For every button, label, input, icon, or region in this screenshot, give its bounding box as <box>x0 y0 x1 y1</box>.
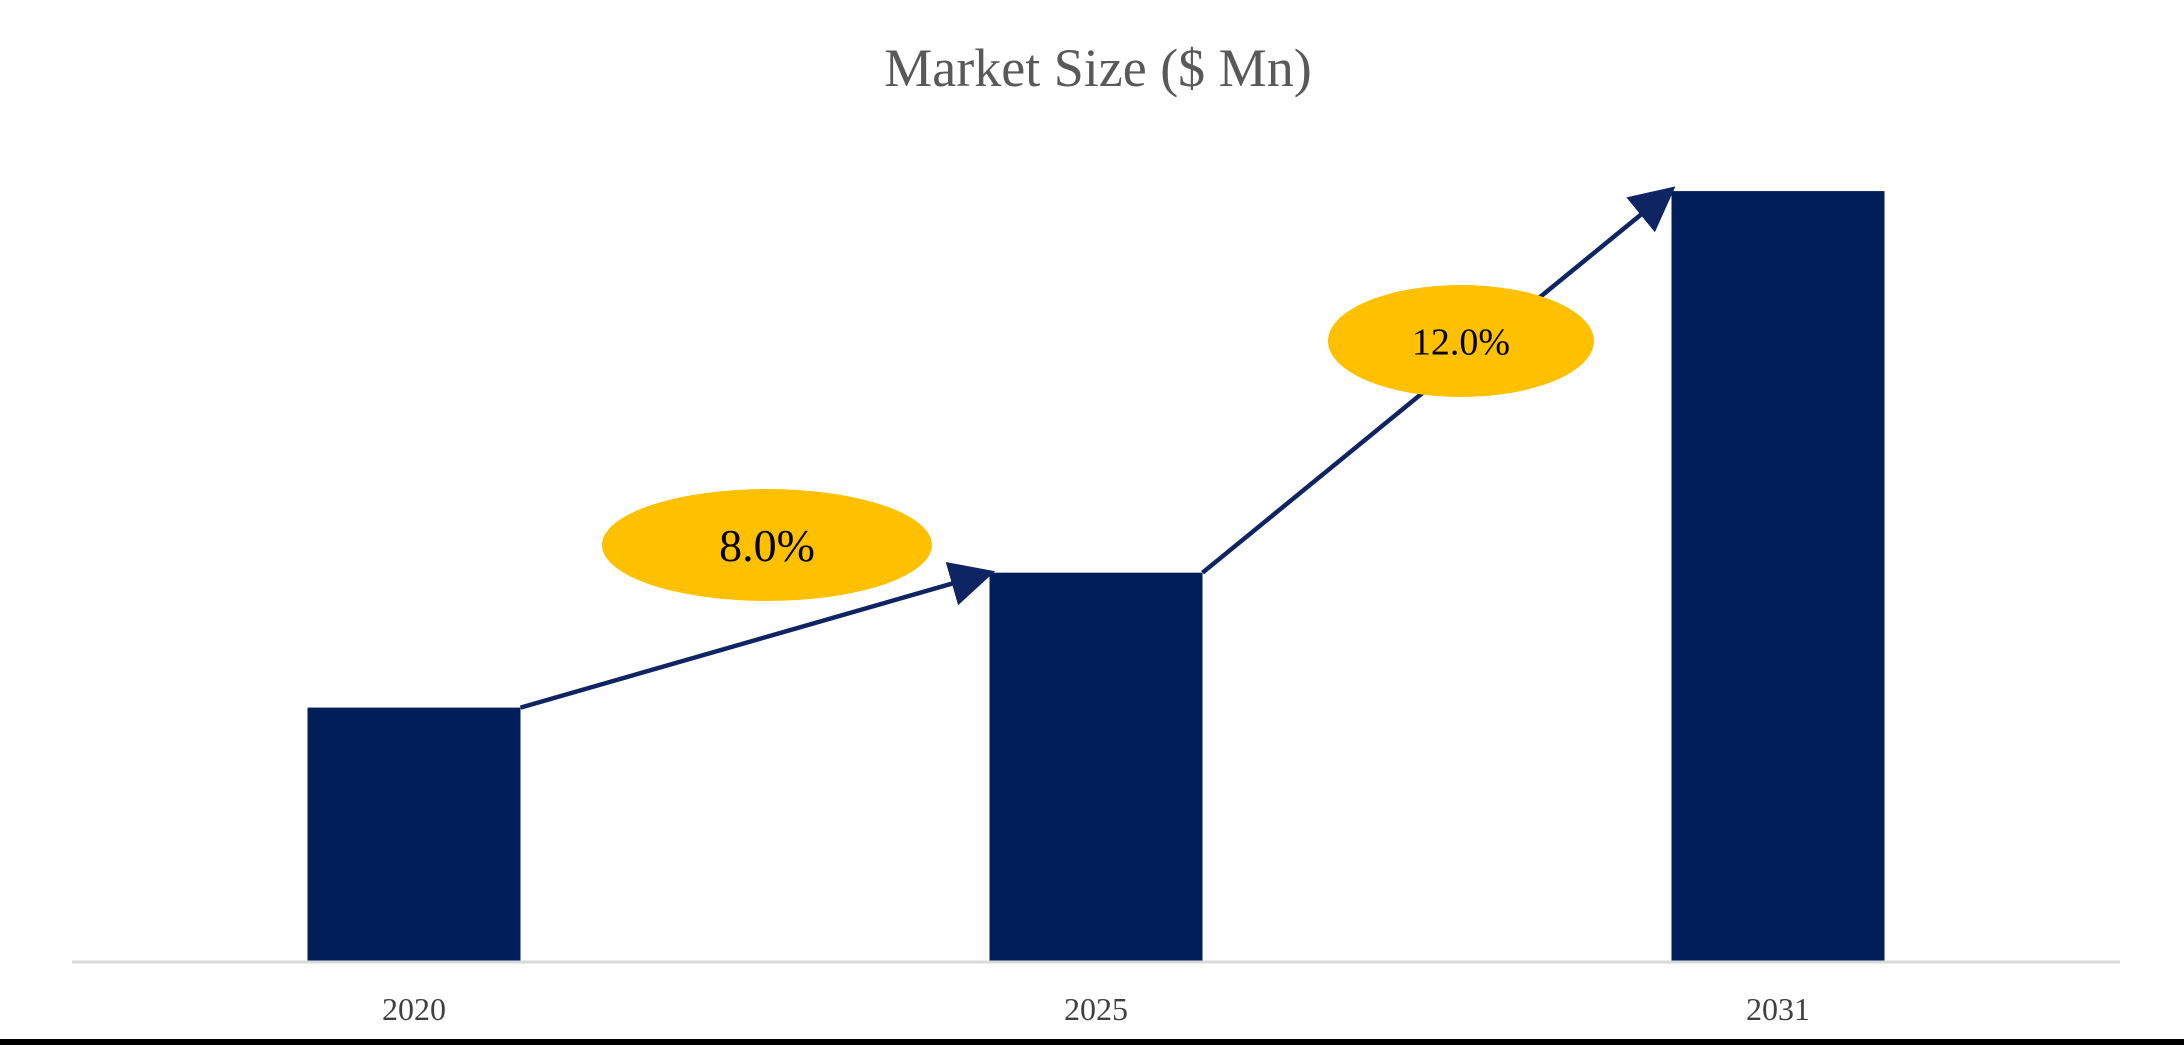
x-tick-label-2020: 2020 <box>382 991 446 1027</box>
cagr-badge-2025-2031: 12.0% <box>1328 285 1594 397</box>
chart-title: Market Size ($ Mn) <box>884 38 1311 98</box>
x-tick-label-2025: 2025 <box>1064 991 1128 1027</box>
bar-2031 <box>1671 191 1885 962</box>
cagr-badge-shape <box>1328 285 1594 397</box>
bar-2025 <box>989 572 1203 962</box>
cagr-label-text: 12.0% <box>1412 321 1510 363</box>
x-tick-labels: 2020 2025 2031 <box>382 991 1810 1027</box>
bars-layer <box>307 191 1885 962</box>
bar-2020 <box>307 707 521 962</box>
x-tick-label-2031: 2031 <box>1746 991 1810 1027</box>
cagr-label-text: 8.0% <box>719 520 815 571</box>
cagr-badge-shape <box>602 489 932 601</box>
cagr-badges-layer: 8.0% 12.0% <box>602 285 1594 601</box>
bottom-border <box>0 1039 2184 1045</box>
cagr-arrow-2020-2025 <box>519 562 996 710</box>
cagr-badge-2020-2025: 8.0% <box>602 489 932 601</box>
